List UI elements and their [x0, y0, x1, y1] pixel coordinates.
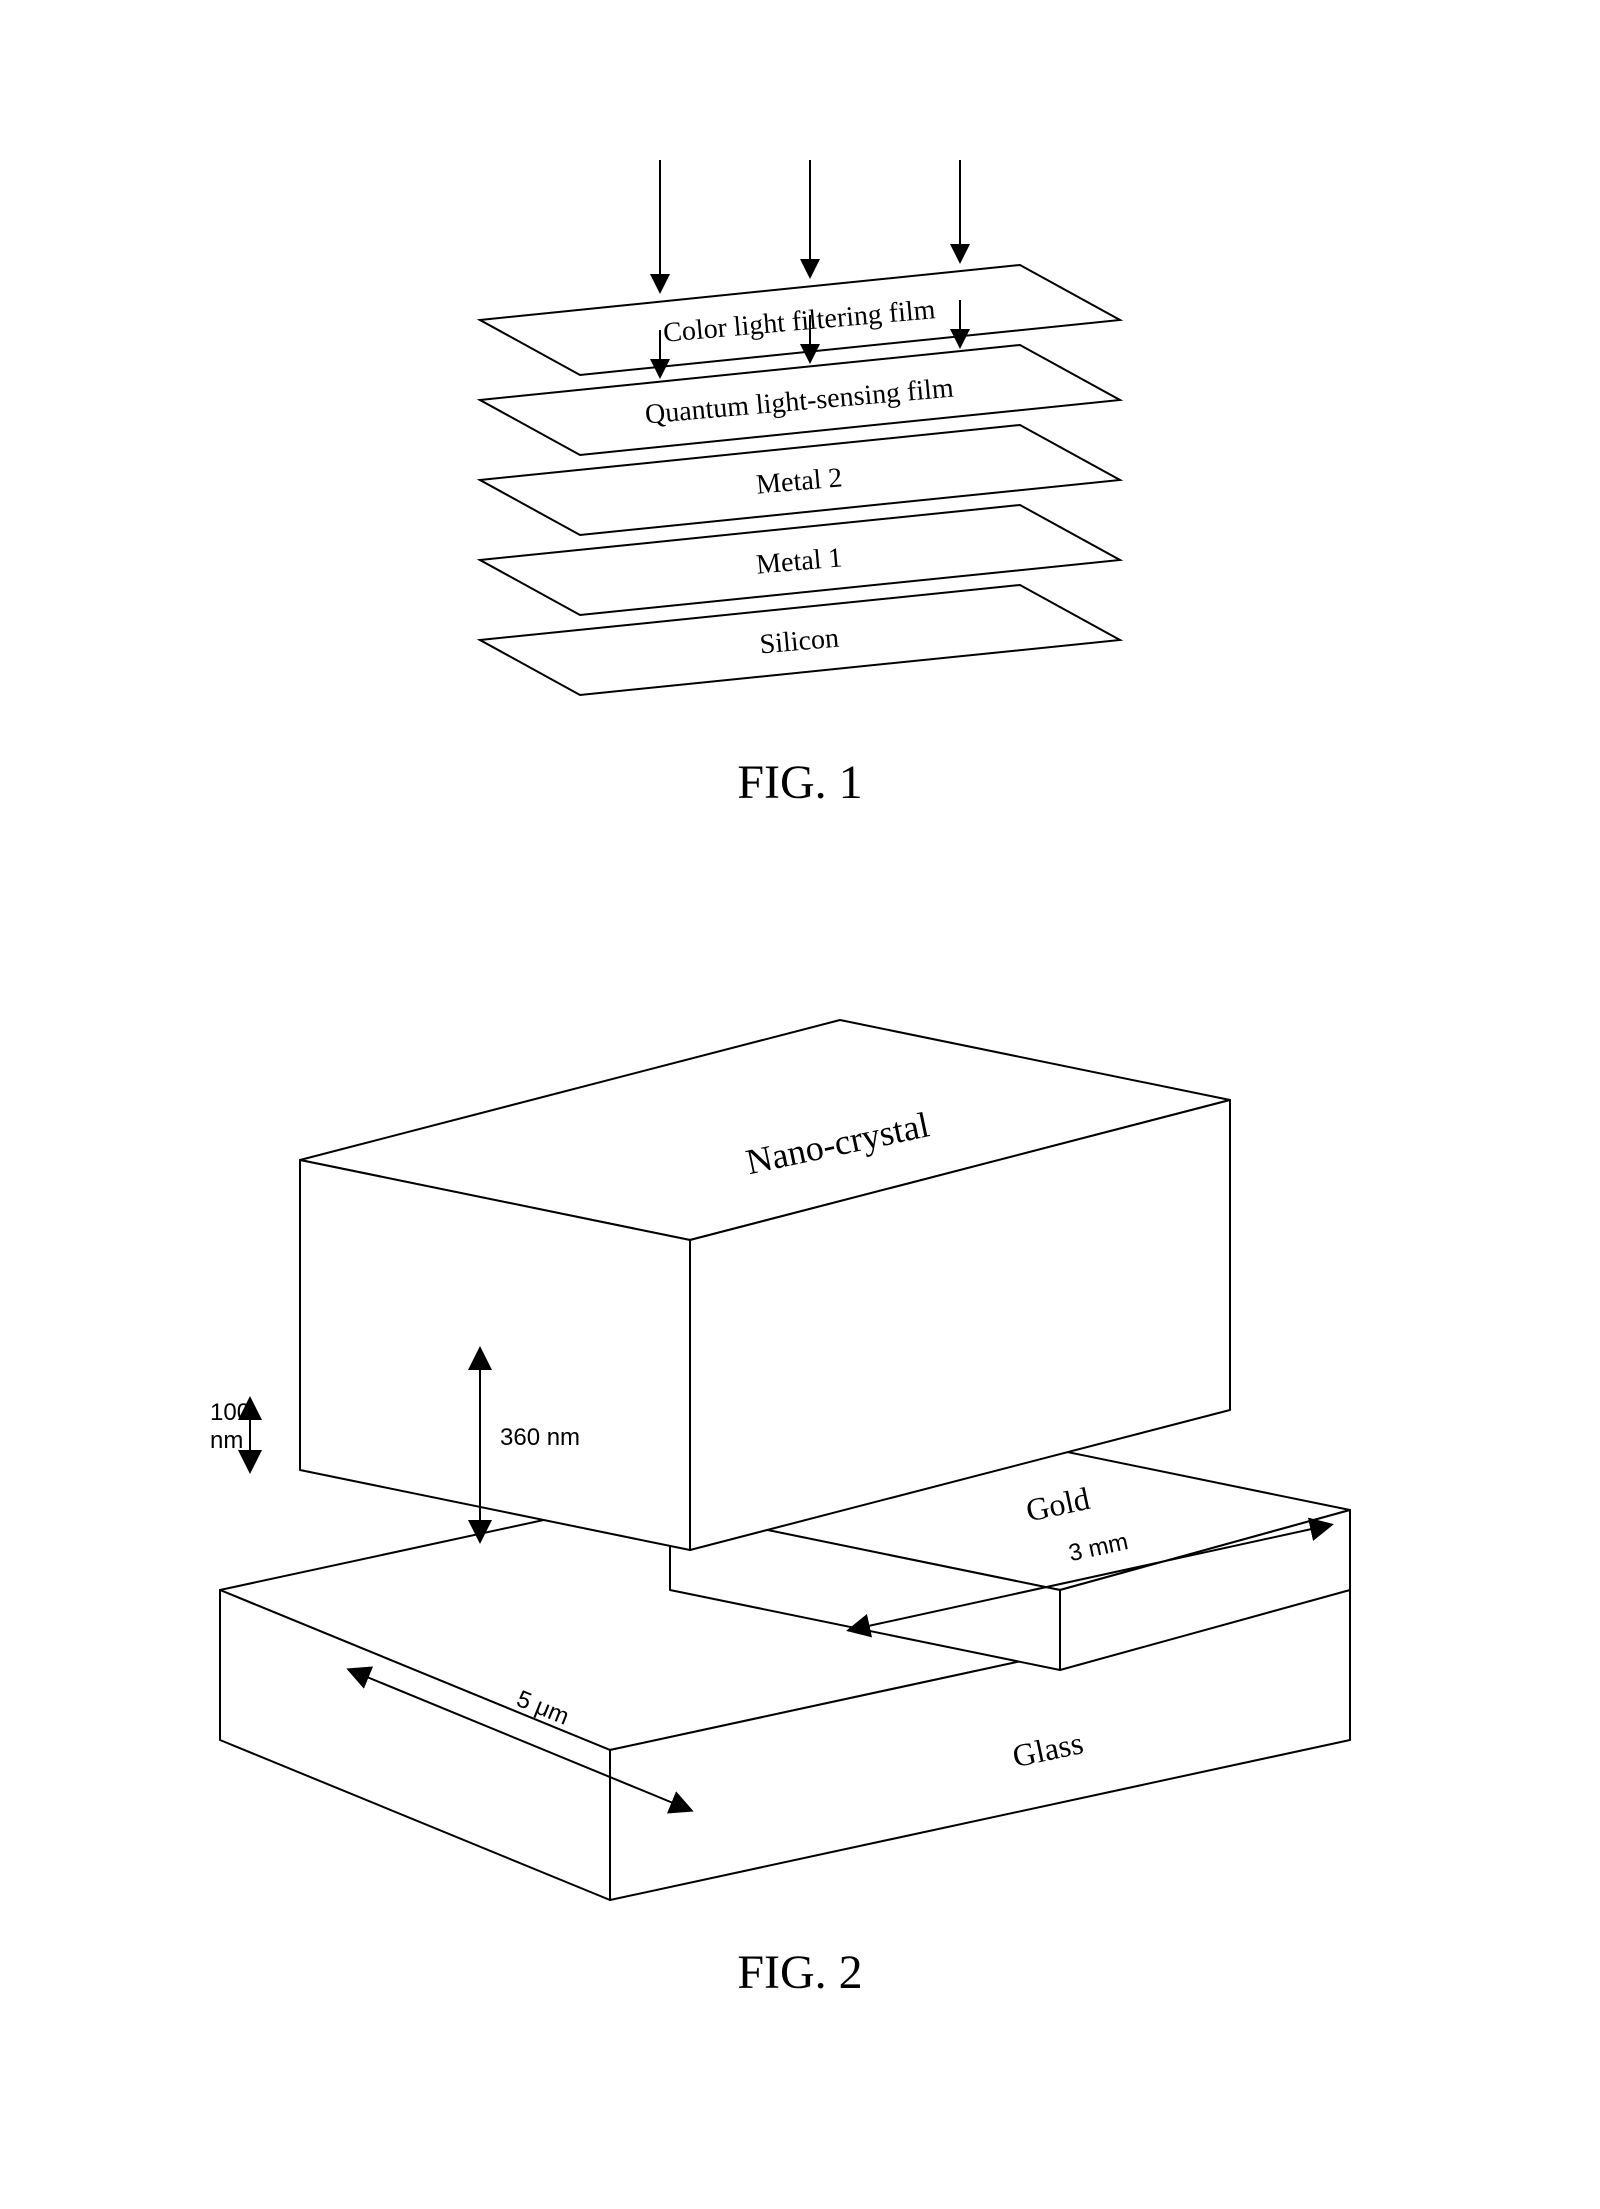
dim-360nm: 360 nm: [500, 1424, 580, 1451]
figure-1-caption: FIG. 1: [380, 755, 1220, 810]
figure-2-svg: Nano-crystal Gold Glass 100 nm 360 nm 5 …: [150, 970, 1450, 1930]
dim-100nm-1: 100: [210, 1399, 250, 1426]
dim-100nm-2: nm: [210, 1427, 243, 1454]
figure-2: Nano-crystal Gold Glass 100 nm 360 nm 5 …: [150, 970, 1450, 2000]
figure-1-svg: Color light filtering film Quantum light…: [380, 160, 1220, 740]
figure-1: Color light filtering film Quantum light…: [380, 160, 1220, 810]
top-arrows: [660, 160, 960, 290]
figure-2-caption: FIG. 2: [150, 1945, 1450, 2000]
